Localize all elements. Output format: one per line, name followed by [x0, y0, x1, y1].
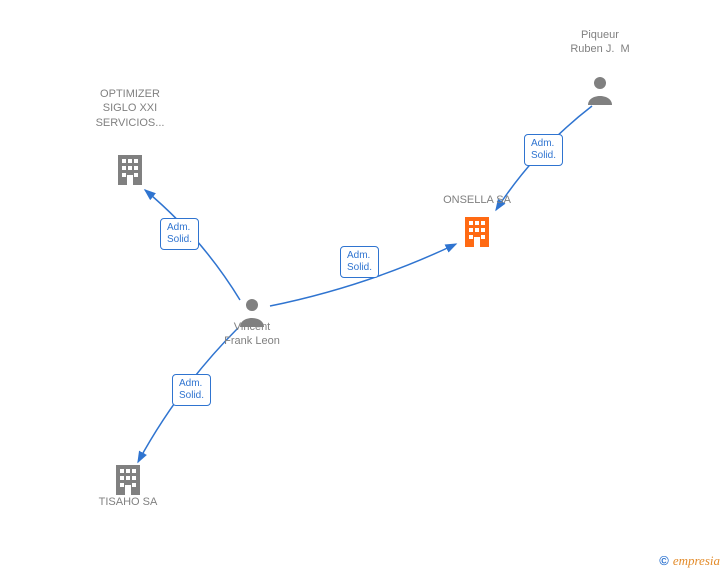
node-label: TISAHO SA: [68, 495, 188, 509]
brand-name: empresia: [673, 553, 720, 568]
building-icon[interactable]: [462, 215, 492, 249]
edge-label: Adm. Solid.: [160, 218, 199, 250]
edge-label: Adm. Solid.: [172, 374, 211, 406]
building-icon[interactable]: [113, 463, 143, 497]
watermark: © empresia: [659, 553, 720, 569]
building-icon[interactable]: [115, 153, 145, 187]
copyright-mark: ©: [659, 553, 669, 568]
node-label: ONSELLA SA: [417, 193, 537, 207]
edge-label: Adm. Solid.: [340, 246, 379, 278]
node-label: OPTIMIZER SIGLO XXI SERVICIOS...: [70, 87, 190, 130]
person-icon[interactable]: [586, 75, 614, 105]
node-label: Piqueur Ruben J. M: [540, 28, 660, 57]
node-label: Vincent Frank Leon: [192, 320, 312, 349]
edge-label: Adm. Solid.: [524, 134, 563, 166]
